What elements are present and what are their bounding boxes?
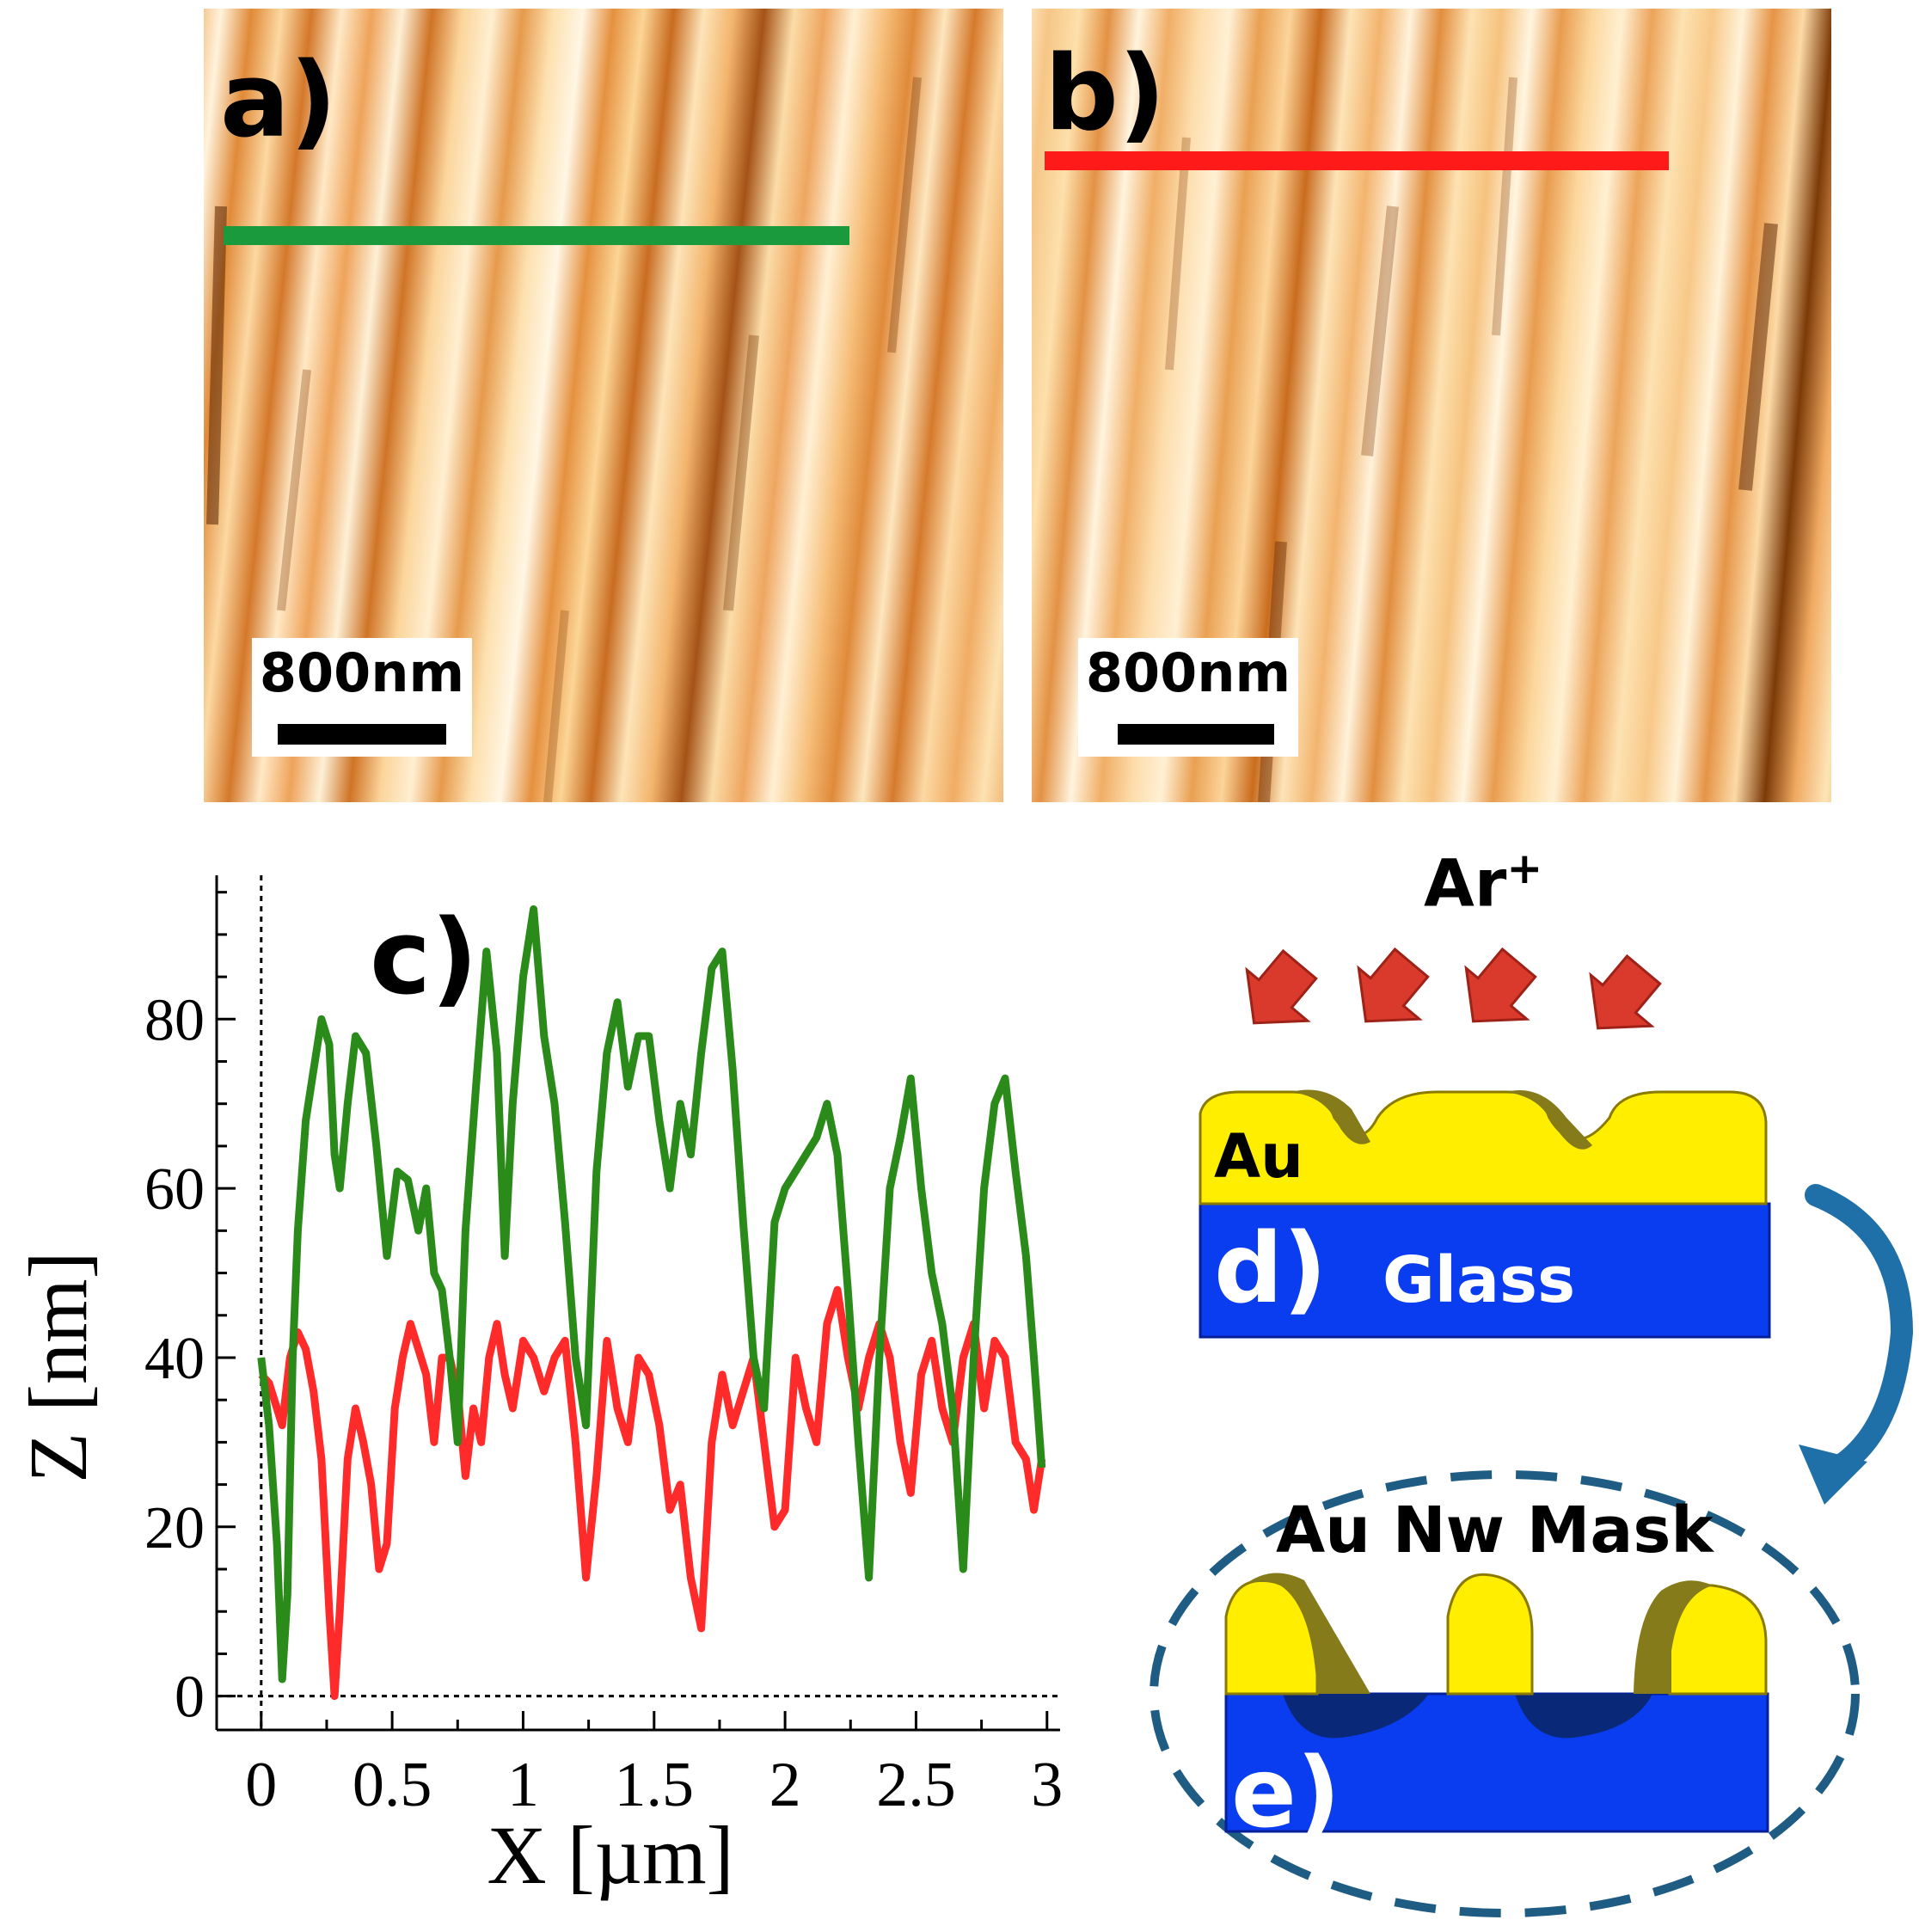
chart-reference-lines (217, 875, 1060, 1730)
y-tick-label: 0 (175, 1665, 205, 1731)
groove-shade-1 (1291, 1089, 1370, 1144)
ion-milling-diagram (1150, 947, 1914, 1917)
gold-layer-label: Au (1214, 1121, 1304, 1192)
y-tick-label: 40 (144, 1326, 205, 1392)
scale-bar-a: 800nm (252, 638, 472, 757)
scale-bar-line-b (1118, 724, 1274, 745)
nanowire-2 (1446, 1573, 1534, 1696)
panel-label-c: c) (370, 899, 478, 1018)
ion-arrow-3 (1464, 947, 1537, 1023)
ion-arrow-2 (1357, 947, 1430, 1023)
y-axis-label: Z [nm] (12, 1251, 104, 1482)
x-tick-label: 0 (245, 1750, 277, 1820)
x-tick-label: 2 (769, 1750, 801, 1820)
chart-series (257, 905, 1046, 1701)
afm-texture-a (204, 9, 1003, 802)
series-line-red (258, 1285, 1046, 1701)
chart-tick-labels: 0 0.5 1 1.5 2 2.5 3 0 20 40 60 80 (144, 987, 1063, 1820)
y-tick-label: 60 (144, 1156, 205, 1223)
trench-2 (1515, 1694, 1652, 1739)
nanowire-1-side (1248, 1573, 1370, 1694)
afm-image-a (204, 9, 1003, 802)
ion-label-symbol: Ar (1424, 844, 1507, 922)
x-tick-label: 2.5 (876, 1750, 956, 1820)
transition-arrowhead (1799, 1444, 1867, 1505)
series-line-green (257, 905, 1046, 1684)
y-tick-label: 80 (144, 987, 205, 1053)
y-tick-label: 20 (144, 1495, 205, 1561)
ion-charge: + (1506, 843, 1543, 893)
ion-label: Ar+ (1424, 847, 1542, 916)
panel-label-b: b) (1045, 34, 1166, 154)
scale-bar-text-b: 800nm (1085, 641, 1291, 704)
x-axis-label: X [µm] (487, 1809, 733, 1901)
panel-label-d: d) (1214, 1213, 1327, 1325)
focus-ellipse (1150, 1470, 1860, 1917)
profile-line-green (224, 226, 849, 245)
x-tick-label: 1 (507, 1750, 539, 1820)
mask-label: Au Nw Mask (1276, 1493, 1714, 1567)
profile-line-red (1045, 151, 1669, 170)
glass-layer-label: Glass (1383, 1243, 1576, 1317)
groove-shade-2 (1506, 1090, 1592, 1150)
ion-arrow-1 (1245, 948, 1318, 1025)
trench-1 (1283, 1694, 1429, 1739)
glass-layer-d (1199, 1202, 1771, 1339)
ion-arrow-4 (1589, 954, 1662, 1030)
scale-bar-line-a (278, 724, 446, 745)
nanowire-3-side (1634, 1580, 1713, 1694)
x-tick-label: 0.5 (353, 1750, 432, 1820)
x-tick-label: 3 (1031, 1750, 1063, 1820)
scale-bar-b: 800nm (1078, 638, 1298, 757)
transition-arrow (1805, 1184, 1914, 1481)
panel-label-e: e) (1231, 1738, 1341, 1849)
chart-axes (215, 875, 1060, 1732)
panel-label-a: a) (220, 41, 337, 161)
x-tick-label: 1.5 (615, 1750, 695, 1820)
profile-chart: 0 0.5 1 1.5 2 2.5 3 0 20 40 60 80 X [µm] Z [nm] c) (12, 875, 1063, 1901)
scale-bar-text-a: 800nm (259, 641, 465, 704)
